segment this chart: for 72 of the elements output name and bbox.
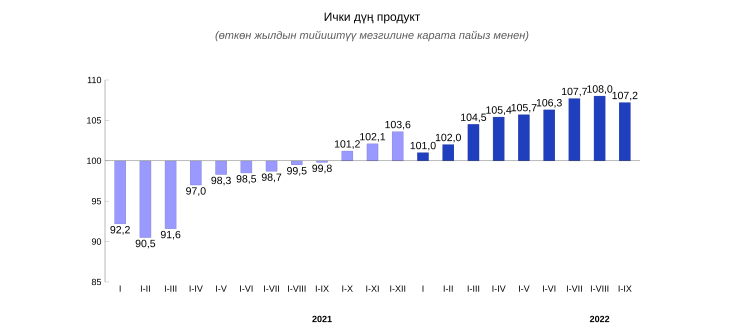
- x-tick-label: I-X: [342, 286, 353, 292]
- bar: [190, 160, 202, 186]
- x-tick-label: I-VIII: [590, 286, 608, 292]
- x-tick-label: I-XI: [366, 286, 379, 292]
- data-label: 98,3: [211, 176, 231, 186]
- bar: [468, 124, 480, 161]
- x-tick-label: I-VII: [264, 286, 279, 292]
- x-tick-label: I-VI: [542, 286, 556, 292]
- bar: [619, 102, 631, 161]
- bar: [291, 160, 303, 166]
- bar: [240, 160, 252, 174]
- bar: [366, 144, 378, 161]
- x-tick-label: I-V: [216, 286, 227, 292]
- x-tick-label: I-VII: [566, 286, 582, 292]
- text: 2022: [590, 316, 610, 322]
- bar: [392, 132, 404, 161]
- data-label: 91,6: [160, 230, 180, 240]
- x-tick-label: I-V: [518, 286, 530, 292]
- data-label: 99,8: [312, 164, 332, 174]
- x-tick-label: I-III: [468, 286, 480, 292]
- bar: [114, 160, 126, 224]
- bar: [568, 98, 580, 161]
- data-label: 106,3: [536, 99, 562, 108]
- y-tick-label: 105: [87, 117, 102, 124]
- bar: [518, 114, 530, 161]
- data-label: 97,0: [186, 187, 206, 196]
- data-label: 101,2: [334, 140, 360, 149]
- data-label: 90,5: [136, 240, 156, 248]
- bar: [492, 116, 504, 161]
- data-label: 104,5: [461, 114, 486, 122]
- data-label: 105,4: [486, 106, 512, 115]
- y-tick-label: 110: [88, 76, 102, 84]
- x-tick-label: I-VI: [240, 286, 253, 292]
- bar: [594, 96, 606, 161]
- bar: [164, 160, 176, 229]
- y-tick-label: 100: [87, 158, 102, 164]
- x-tick-label: I-II: [444, 286, 453, 292]
- bar: [342, 150, 354, 161]
- x-tick-label: I: [120, 286, 121, 292]
- bar: [417, 152, 429, 161]
- data-label: 107,7: [562, 88, 587, 96]
- data-label: 103,6: [385, 120, 410, 130]
- bar: [266, 160, 278, 172]
- chart-subtitle: (өткөн жылдын тийиштүү мезгилине карата пайыз менен): [216, 30, 528, 42]
- data-label: 99,5: [287, 167, 307, 176]
- bar: [140, 160, 152, 238]
- data-label: 105,7: [512, 104, 537, 113]
- chart-title: Ички дүң продукт: [324, 12, 420, 24]
- x-tick-label: I: [422, 286, 424, 292]
- data-label: 107,2: [612, 92, 638, 100]
- bar: [442, 144, 454, 161]
- y-tick-label: 85: [92, 278, 102, 286]
- data-label: 98,5: [236, 175, 256, 184]
- y-tick-label: 90: [92, 238, 102, 245]
- x-tick-label: I-IV: [190, 286, 203, 292]
- data-label: 92,2: [110, 226, 130, 235]
- x-tick-label: I-VIII: [288, 286, 306, 292]
- x-tick-label: I-XII: [390, 286, 406, 292]
- data-label: 108,0: [587, 85, 612, 94]
- x-tick-label: I-IV: [492, 286, 506, 292]
- data-label: 102,0: [436, 134, 461, 142]
- x-tick-label: I-III: [164, 286, 176, 292]
- data-label: 98,7: [262, 174, 282, 182]
- x-tick-label: I-IX: [618, 286, 632, 292]
- bar: [215, 160, 227, 175]
- x-tick-label: I-II: [140, 286, 150, 292]
- y-tick-label: 95: [92, 198, 102, 204]
- data-label: 101,0: [410, 142, 436, 151]
- data-label: 102,1: [360, 132, 386, 142]
- text: 2021: [312, 316, 332, 322]
- x-tick-label: I-IX: [316, 286, 329, 292]
- bar: [543, 110, 555, 161]
